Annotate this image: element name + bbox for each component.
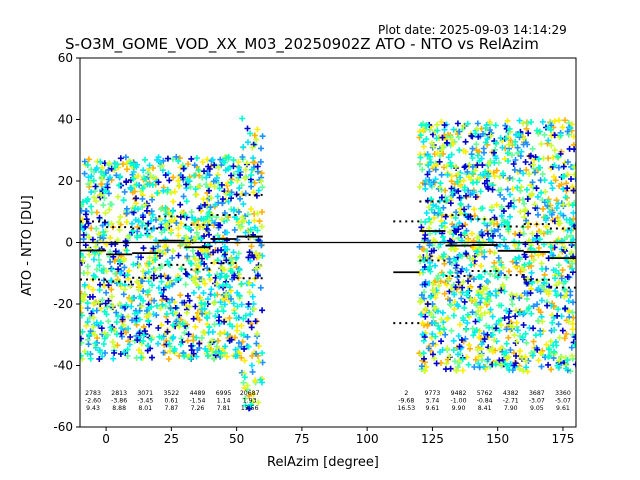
- scatter-points: [80, 115, 576, 412]
- bin-mean-label-6: 1.93: [243, 398, 257, 405]
- x-tick-label: 100: [356, 432, 379, 446]
- bin-count-0: 2783: [85, 390, 101, 397]
- bin-mean-label-7: -9.68: [398, 398, 414, 405]
- bin-count-1: 2813: [111, 390, 127, 397]
- bin-std-label-5: 7.81: [217, 405, 231, 412]
- bin-count-3: 3522: [163, 390, 179, 397]
- bin-count-5: 6995: [216, 390, 232, 397]
- plot-date: Plot date: 2025-09-03 14:14:29: [378, 23, 567, 37]
- bin-mean-label-1: -3.86: [111, 398, 127, 405]
- bin-mean-label-4: -1.54: [189, 398, 205, 405]
- y-tick-label: 20: [58, 174, 73, 188]
- bin-std-label-2: 8.01: [138, 405, 152, 412]
- bin-mean-label-13: -5.07: [555, 398, 571, 405]
- bin-std-label-10: 8.41: [478, 405, 492, 412]
- bin-count-6: 20687: [240, 390, 260, 397]
- bin-count-8: 9773: [425, 390, 441, 397]
- bin-count-7: 2: [404, 390, 408, 397]
- bin-count-12: 3687: [529, 390, 545, 397]
- bin-std-label-6: 13.56: [241, 405, 259, 412]
- axis-ticks: 0 25 50 75 100 125 150 175 -60 -40 -20 0 20 40 60: [53, 51, 574, 446]
- bin-count-4: 4489: [190, 390, 206, 397]
- bin-mean-label-2: -3.45: [137, 398, 153, 405]
- bin-mean-label-9: -1.00: [451, 398, 467, 405]
- bin-std-label-7: 16.53: [397, 405, 415, 412]
- bin-statistics: [80, 193, 576, 325]
- bin-mean-label-12: -3.07: [529, 398, 545, 405]
- bin-count-9: 9482: [451, 390, 467, 397]
- bin-mean-label-11: -2.71: [503, 398, 519, 405]
- chart-title: S-O3M_GOME_VOD_XX_M03_20250902Z ATO - NT…: [65, 35, 539, 53]
- x-tick-label: 0: [102, 432, 110, 446]
- bin-std-label-9: 9.90: [452, 405, 466, 412]
- bin-count-10: 5762: [477, 390, 493, 397]
- y-tick-label: -60: [53, 420, 73, 434]
- y-tick-label: 60: [58, 51, 73, 65]
- bin-count-11: 4382: [503, 390, 519, 397]
- bin-std-label-12: 9.05: [530, 405, 544, 412]
- bin-mean-label-3: 0.61: [164, 398, 178, 405]
- y-tick-label: -40: [53, 359, 73, 373]
- bin-count-13: 3360: [555, 390, 571, 397]
- x-tick-label: 75: [294, 432, 309, 446]
- bin-std-label-0: 9.43: [86, 405, 100, 412]
- bin-mean-label-10: -0.84: [477, 398, 493, 405]
- bin-labels: 2783-2.609.43 2813-3.868.88 3071-3.458.01 3…: [85, 390, 571, 412]
- bin-std-label-13: 9.61: [556, 405, 570, 412]
- bin-std-label-11: 7.90: [504, 405, 518, 412]
- x-tick-label: 150: [486, 432, 509, 446]
- bin-std-label-1: 8.88: [112, 405, 126, 412]
- bin-mean-label-0: -2.60: [85, 398, 101, 405]
- x-axis-label: RelAzim [degree]: [267, 455, 379, 470]
- bin-std-label-4: 7.26: [191, 405, 205, 412]
- y-tick-label: 40: [58, 113, 73, 127]
- x-tick-label: 175: [551, 432, 574, 446]
- bin-mean-label-5: 1.14: [217, 398, 231, 405]
- bin-std-label-3: 7.87: [164, 405, 178, 412]
- y-tick-label: 0: [65, 236, 73, 250]
- bin-count-2: 3071: [137, 390, 153, 397]
- x-tick-label: 25: [164, 432, 179, 446]
- x-tick-label: 50: [229, 432, 244, 446]
- x-tick-label: 125: [421, 432, 444, 446]
- bin-std-label-8: 9.61: [426, 405, 440, 412]
- y-tick-label: -20: [53, 297, 73, 311]
- bin-mean-label-8: 3.74: [426, 398, 440, 405]
